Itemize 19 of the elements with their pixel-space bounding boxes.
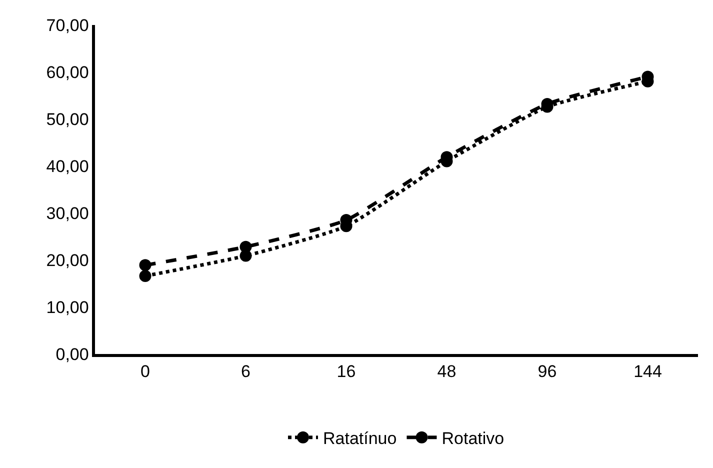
legend-label: Ratatínuo — [323, 428, 397, 448]
y-tick-label: 50,00 — [46, 110, 89, 129]
y-tick-label: 20,00 — [46, 250, 89, 270]
x-tick-label: 16 — [336, 362, 356, 382]
x-tick-label: 144 — [634, 362, 662, 382]
x-tick-label: 48 — [437, 362, 456, 382]
y-tick-label: 70,00 — [46, 16, 89, 35]
point — [240, 240, 252, 253]
x-tick-label: 96 — [538, 362, 557, 382]
y-tick-label: 40,00 — [46, 156, 89, 176]
point — [139, 259, 152, 272]
point — [139, 270, 152, 282]
y-tick-label: 0,00 — [56, 344, 89, 364]
legend-label: Rotativo — [442, 428, 504, 448]
y-tick-label: 30,00 — [46, 204, 89, 223]
x-tick-label: 6 — [241, 362, 250, 382]
y-tick-label: 10,00 — [46, 298, 89, 317]
x-tick-label: 0 — [140, 362, 150, 382]
y-tick-label: 60,00 — [46, 62, 89, 82]
